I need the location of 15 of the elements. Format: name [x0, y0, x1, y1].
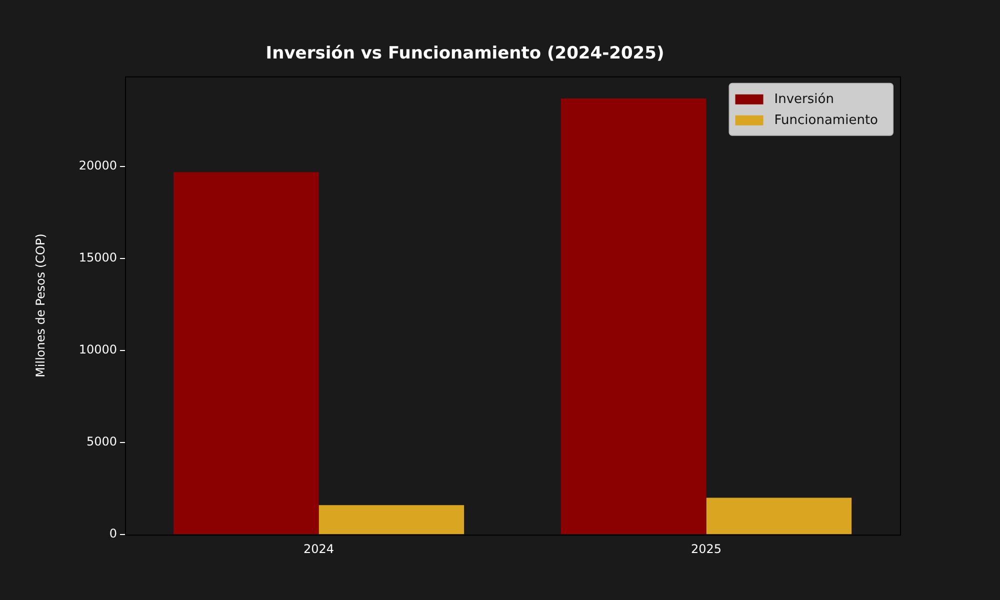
y-tick-label: 20000	[78, 158, 117, 173]
bar	[706, 498, 852, 534]
bar	[560, 98, 706, 534]
y-tick-label: 5000	[86, 434, 117, 449]
legend-label: Funcionamiento	[774, 112, 878, 128]
y-tick-label: 0	[109, 526, 117, 541]
bar	[173, 172, 319, 534]
y-axis-title: Millones de Pesos (COP)	[33, 234, 48, 378]
chart-title: Inversión vs Funcionamiento (2024-2025)	[266, 44, 664, 64]
bar	[318, 505, 464, 534]
legend-label: Inversión	[774, 92, 834, 107]
x-tick-label: 2024	[303, 542, 334, 556]
y-tick-label: 10000	[78, 342, 117, 357]
y-tick-label: 15000	[78, 250, 117, 265]
x-tick-label: 2025	[690, 542, 722, 556]
